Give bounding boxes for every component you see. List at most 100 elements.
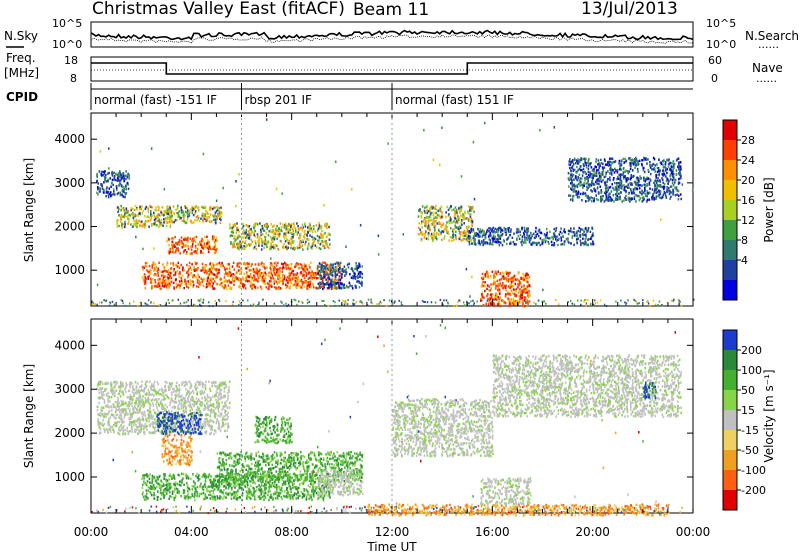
data-cell xyxy=(205,244,208,248)
data-cell xyxy=(236,277,238,281)
ground-cell xyxy=(359,507,361,510)
data-cell xyxy=(235,239,237,242)
data-cell xyxy=(169,220,172,224)
data-cell xyxy=(300,240,303,244)
data-cell xyxy=(321,241,324,244)
data-cell xyxy=(320,277,322,281)
data-cell xyxy=(194,244,197,248)
data-cell xyxy=(186,285,188,288)
sparse-cell xyxy=(275,187,278,191)
data-cell xyxy=(115,186,118,190)
ground-cell xyxy=(362,302,364,305)
data-cell xyxy=(658,184,661,188)
data-cell xyxy=(169,212,171,215)
sparse-cell xyxy=(420,459,422,463)
data-cell xyxy=(357,266,359,269)
data-cell xyxy=(652,197,655,200)
sparse-cell xyxy=(254,278,257,282)
data-cell xyxy=(201,246,204,249)
ground-cell xyxy=(414,305,416,308)
data-cell xyxy=(335,284,337,287)
sparse-cell xyxy=(383,344,385,347)
sparse-cell xyxy=(600,177,602,180)
data-cell xyxy=(498,290,501,293)
data-cell xyxy=(493,282,496,285)
data-cell xyxy=(604,181,607,184)
data-cell xyxy=(489,231,492,235)
data-cell xyxy=(263,279,266,283)
data-cell xyxy=(492,282,495,285)
data-cell xyxy=(198,282,200,285)
data-cell xyxy=(579,160,581,164)
data-cell xyxy=(129,214,132,217)
data-cell xyxy=(570,173,573,176)
data-cell xyxy=(289,228,291,231)
data-cell xyxy=(339,261,342,265)
data-cell xyxy=(483,232,485,235)
data-cell xyxy=(523,286,525,290)
data-cell xyxy=(242,231,245,234)
data-cell xyxy=(309,272,312,275)
data-cell xyxy=(478,230,481,233)
data-cell xyxy=(210,272,212,276)
data-cell xyxy=(208,240,210,244)
data-cell xyxy=(498,235,500,238)
data-cell xyxy=(678,163,680,166)
ground-cell xyxy=(306,298,309,301)
data-cell xyxy=(261,261,263,264)
data-cell xyxy=(675,169,678,172)
ground-cell xyxy=(692,298,695,301)
sparse-cell xyxy=(269,379,271,383)
data-cell xyxy=(214,211,217,214)
data-cell xyxy=(635,177,638,180)
data-cell xyxy=(226,272,229,275)
data-cell xyxy=(647,192,649,195)
data-cell xyxy=(179,272,181,275)
data-cell xyxy=(505,242,508,245)
power-cbar-label: Power [dB] xyxy=(762,177,776,242)
data-cell xyxy=(324,262,327,265)
data-cell xyxy=(621,173,624,177)
data-cell xyxy=(182,245,185,248)
data-cell xyxy=(134,213,136,217)
ground-cell xyxy=(359,300,362,303)
data-cell xyxy=(101,183,103,186)
data-cell xyxy=(280,240,282,243)
data-cell xyxy=(168,274,171,277)
data-cell xyxy=(523,231,525,235)
data-cell xyxy=(139,205,141,208)
data-cell xyxy=(261,233,263,236)
data-cell xyxy=(182,215,184,218)
data-cell xyxy=(229,286,232,289)
data-cell xyxy=(295,263,297,267)
ground-cell xyxy=(349,511,351,514)
data-cell xyxy=(651,196,653,199)
data-cell xyxy=(242,277,244,280)
data-cell xyxy=(105,195,107,198)
data-cell xyxy=(508,230,510,233)
ground-cell xyxy=(264,506,266,509)
data-cell xyxy=(631,197,633,201)
data-cell xyxy=(634,161,636,164)
data-cell xyxy=(184,282,187,285)
ground-cell xyxy=(160,510,162,513)
power-cbar-tick-label: 12 xyxy=(741,214,755,227)
data-cell xyxy=(530,237,532,240)
data-cell xyxy=(201,279,204,282)
data-cell xyxy=(174,251,177,254)
sparse-cell xyxy=(202,152,205,156)
data-cell xyxy=(101,184,103,188)
data-cell xyxy=(193,268,195,271)
data-cell xyxy=(216,272,219,275)
sparse-cell xyxy=(339,327,341,330)
data-cell xyxy=(199,281,201,284)
data-cell xyxy=(495,272,498,275)
data-cell xyxy=(193,237,195,241)
sparse-cell xyxy=(163,187,166,191)
data-cell xyxy=(121,222,123,225)
data-cell xyxy=(266,282,269,285)
data-cell xyxy=(614,186,617,189)
data-cell xyxy=(323,246,326,249)
data-cell xyxy=(287,266,290,270)
data-cell xyxy=(576,184,578,187)
